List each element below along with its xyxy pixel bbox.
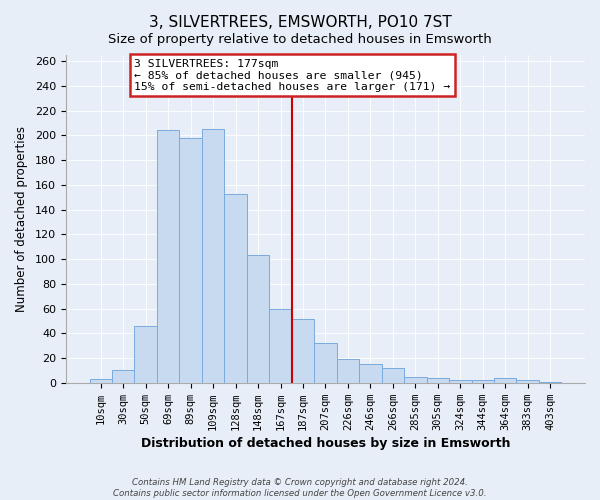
Bar [269,308,292,383]
Bar [202,129,224,383]
Bar [539,382,562,383]
Bar [494,378,517,383]
Bar [404,376,427,383]
Bar [337,360,359,383]
Bar [359,364,382,383]
Bar [472,380,494,383]
Bar [449,380,472,383]
X-axis label: Distribution of detached houses by size in Emsworth: Distribution of detached houses by size … [141,437,510,450]
Bar [292,318,314,383]
Bar [427,378,449,383]
Text: Contains HM Land Registry data © Crown copyright and database right 2024.
Contai: Contains HM Land Registry data © Crown c… [113,478,487,498]
Text: Size of property relative to detached houses in Emsworth: Size of property relative to detached ho… [108,32,492,46]
Text: 3 SILVERTREES: 177sqm
← 85% of detached houses are smaller (945)
15% of semi-det: 3 SILVERTREES: 177sqm ← 85% of detached … [134,58,451,92]
Bar [179,138,202,383]
Bar [224,194,247,383]
Bar [247,256,269,383]
Bar [157,130,179,383]
Bar [112,370,134,383]
Bar [134,326,157,383]
Bar [382,368,404,383]
Bar [314,343,337,383]
Bar [89,379,112,383]
Text: 3, SILVERTREES, EMSWORTH, PO10 7ST: 3, SILVERTREES, EMSWORTH, PO10 7ST [149,15,451,30]
Y-axis label: Number of detached properties: Number of detached properties [15,126,28,312]
Bar [517,380,539,383]
